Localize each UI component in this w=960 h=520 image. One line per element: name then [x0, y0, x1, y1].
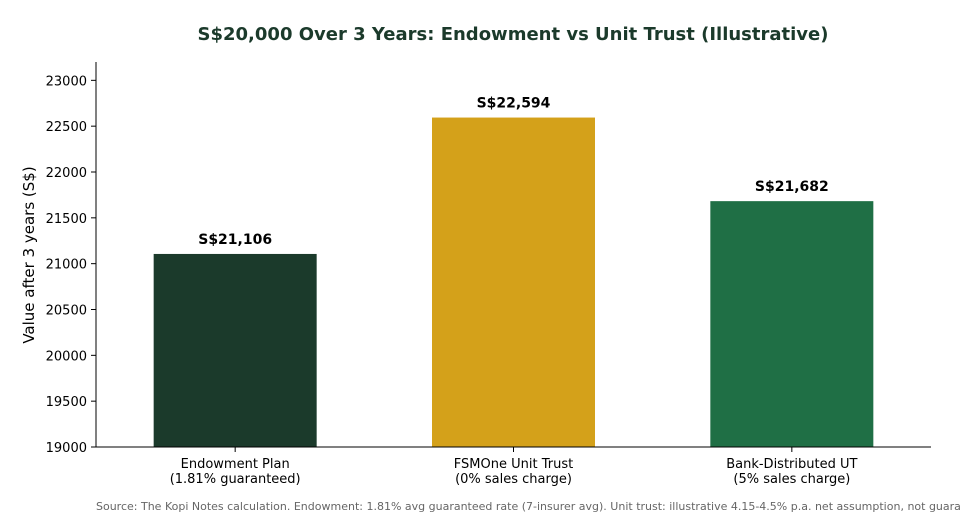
bar: [153, 253, 317, 447]
x-tick-label: (5% sales charge): [733, 472, 850, 487]
y-axis-label: Value after 3 years (S$): [20, 166, 38, 343]
y-tick-label: 20000: [46, 349, 87, 364]
y-tick-label: 21000: [46, 258, 87, 273]
bar-value-label: S$22,594: [477, 96, 551, 112]
y-tick-label: 21500: [46, 212, 87, 227]
x-tick-label: (1.81% guaranteed): [170, 472, 301, 487]
bar: [710, 201, 874, 447]
bar-value-label: S$21,682: [755, 179, 829, 195]
bar: [432, 117, 595, 448]
x-tick-label: Bank-Distributed UT: [726, 457, 857, 472]
source-note: Source: The Kopi Notes calculation. Endo…: [96, 500, 960, 513]
x-tick-label: (0% sales charge): [455, 472, 572, 487]
plot-area: 19000 19500 20000 20500 21000 21500 22000 22500…: [46, 62, 931, 487]
y-tick-label: 19000: [46, 441, 87, 456]
y-tick-label: 20500: [46, 304, 87, 319]
chart-title: S$20,000 Over 3 Years: Endowment vs Unit…: [198, 24, 829, 45]
y-tick-label: 22000: [46, 166, 87, 181]
x-tick-label: FSMOne Unit Trust: [454, 457, 573, 472]
x-tick-label: Endowment Plan: [181, 457, 290, 472]
y-tick-label: 23000: [46, 74, 87, 89]
y-tick-label: 19500: [46, 395, 87, 410]
bar-value-label: S$21,106: [198, 232, 272, 248]
y-tick-label: 22500: [46, 120, 87, 135]
